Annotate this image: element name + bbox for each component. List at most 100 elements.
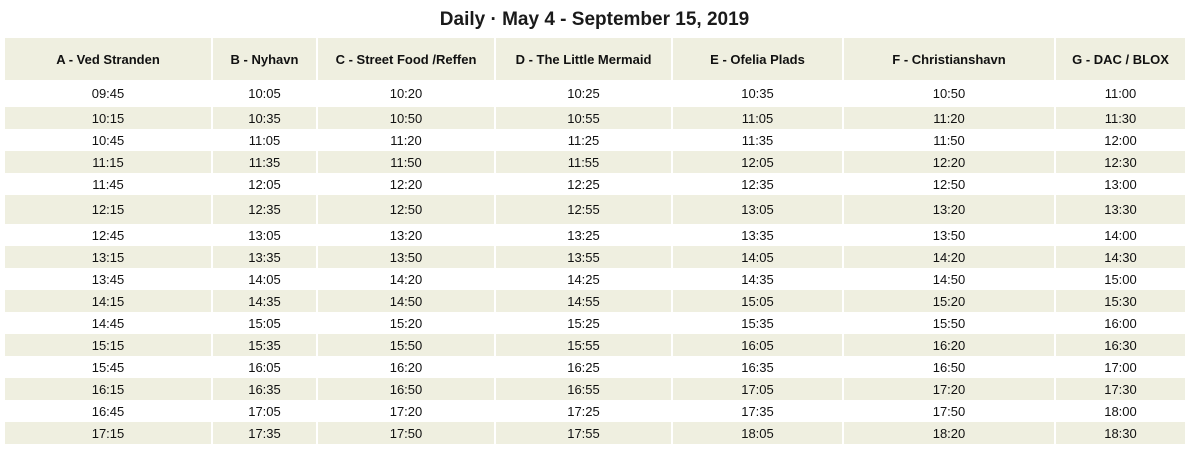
departure-time-stop-d: 11:55 <box>495 151 673 173</box>
departure-time-stop-b: 12:05 <box>212 173 318 195</box>
departure-time-stop-e: 14:35 <box>672 268 844 290</box>
departure-time-stop-g: 11:30 <box>1055 107 1185 129</box>
departure-time-stop-f: 15:20 <box>843 290 1056 312</box>
departure-time-stop-b: 16:35 <box>212 378 318 400</box>
table-row: 14:15 14:35 14:50 14:55 15:05 15:20 15:30 <box>5 290 1185 312</box>
departure-time-stop-e: 17:35 <box>672 400 844 422</box>
departure-time-stop-b: 10:35 <box>212 107 318 129</box>
departure-time-stop-f: 10:50 <box>843 80 1056 107</box>
departure-time-stop-f: 11:50 <box>843 129 1056 151</box>
departure-time-stop-f: 13:50 <box>843 224 1056 246</box>
departure-time-stop-e: 13:35 <box>672 224 844 246</box>
departure-time-stop-a: 12:45 <box>5 224 213 246</box>
table-row: 15:15 15:35 15:50 15:55 16:05 16:20 16:30 <box>5 334 1185 356</box>
departure-time-stop-f: 18:20 <box>843 422 1056 444</box>
table-row: 10:15 10:35 10:50 10:55 11:05 11:20 11:30 <box>5 107 1185 129</box>
departure-time-stop-g: 14:30 <box>1055 246 1185 268</box>
departure-time-stop-c: 10:50 <box>317 107 496 129</box>
departure-time-stop-b: 13:05 <box>212 224 318 246</box>
departure-time-stop-g: 17:00 <box>1055 356 1185 378</box>
departure-time-stop-d: 14:25 <box>495 268 673 290</box>
column-header-stop-c: C - Street Food /Reffen <box>317 38 496 80</box>
table-row: 14:45 15:05 15:20 15:25 15:35 15:50 16:00 <box>5 312 1185 334</box>
departure-time-stop-f: 17:20 <box>843 378 1056 400</box>
table-row: 11:45 12:05 12:20 12:25 12:35 12:50 13:00 <box>5 173 1185 195</box>
departure-time-stop-g: 15:00 <box>1055 268 1185 290</box>
departure-time-stop-f: 17:50 <box>843 400 1056 422</box>
column-header-stop-f: F - Christianshavn <box>843 38 1056 80</box>
column-header-stop-b: B - Nyhavn <box>212 38 318 80</box>
departure-time-stop-g: 18:00 <box>1055 400 1185 422</box>
departure-time-stop-c: 13:20 <box>317 224 496 246</box>
departure-time-stop-e: 10:35 <box>672 80 844 107</box>
departure-time-stop-c: 15:50 <box>317 334 496 356</box>
departure-time-stop-d: 10:55 <box>495 107 673 129</box>
departure-time-stop-g: 11:00 <box>1055 80 1185 107</box>
departure-time-stop-f: 14:20 <box>843 246 1056 268</box>
departure-time-stop-b: 14:05 <box>212 268 318 290</box>
column-header-stop-a: A - Ved Stranden <box>5 38 213 80</box>
departure-time-stop-d: 10:25 <box>495 80 673 107</box>
departure-time-stop-b: 10:05 <box>212 80 318 107</box>
departure-time-stop-e: 12:35 <box>672 173 844 195</box>
departure-time-stop-c: 12:20 <box>317 173 496 195</box>
departure-time-stop-f: 16:50 <box>843 356 1056 378</box>
timetable: A - Ved Stranden B - Nyhavn C - Street F… <box>5 38 1185 444</box>
departure-time-stop-d: 13:55 <box>495 246 673 268</box>
column-header-stop-d: D - The Little Mermaid <box>495 38 673 80</box>
departure-time-stop-a: 12:15 <box>5 195 213 224</box>
departure-time-stop-e: 11:35 <box>672 129 844 151</box>
departure-time-stop-a: 09:45 <box>5 80 213 107</box>
departure-time-stop-a: 10:15 <box>5 107 213 129</box>
departure-time-stop-c: 11:50 <box>317 151 496 173</box>
departure-time-stop-c: 14:20 <box>317 268 496 290</box>
departure-time-stop-c: 17:50 <box>317 422 496 444</box>
table-row: 15:45 16:05 16:20 16:25 16:35 16:50 17:00 <box>5 356 1185 378</box>
departure-time-stop-g: 16:30 <box>1055 334 1185 356</box>
departure-time-stop-d: 11:25 <box>495 129 673 151</box>
departure-time-stop-a: 15:45 <box>5 356 213 378</box>
departure-time-stop-d: 12:25 <box>495 173 673 195</box>
table-row: 13:45 14:05 14:20 14:25 14:35 14:50 15:00 <box>5 268 1185 290</box>
departure-time-stop-c: 15:20 <box>317 312 496 334</box>
table-row: 16:45 17:05 17:20 17:25 17:35 17:50 18:00 <box>5 400 1185 422</box>
departure-time-stop-b: 16:05 <box>212 356 318 378</box>
table-row: 17:15 17:35 17:50 17:55 18:05 18:20 18:30 <box>5 422 1185 444</box>
departure-time-stop-g: 18:30 <box>1055 422 1185 444</box>
departure-time-stop-d: 17:25 <box>495 400 673 422</box>
departure-time-stop-a: 15:15 <box>5 334 213 356</box>
departure-time-stop-a: 10:45 <box>5 129 213 151</box>
departure-time-stop-a: 17:15 <box>5 422 213 444</box>
timetable-body: 09:45 10:05 10:20 10:25 10:35 10:50 11:00 10:15… <box>5 80 1185 444</box>
departure-time-stop-c: 11:20 <box>317 129 496 151</box>
departure-time-stop-d: 15:55 <box>495 334 673 356</box>
departure-time-stop-f: 15:50 <box>843 312 1056 334</box>
departure-time-stop-a: 11:45 <box>5 173 213 195</box>
departure-time-stop-e: 16:35 <box>672 356 844 378</box>
departure-time-stop-c: 13:50 <box>317 246 496 268</box>
departure-time-stop-f: 11:20 <box>843 107 1056 129</box>
departure-time-stop-a: 16:15 <box>5 378 213 400</box>
timetable-header: A - Ved Stranden B - Nyhavn C - Street F… <box>5 38 1185 80</box>
departure-time-stop-f: 14:50 <box>843 268 1056 290</box>
departure-time-stop-f: 12:20 <box>843 151 1056 173</box>
departure-time-stop-b: 15:35 <box>212 334 318 356</box>
departure-time-stop-c: 14:50 <box>317 290 496 312</box>
departure-time-stop-g: 13:30 <box>1055 195 1185 224</box>
departure-time-stop-c: 16:50 <box>317 378 496 400</box>
departure-time-stop-f: 12:50 <box>843 173 1056 195</box>
departure-time-stop-b: 11:05 <box>212 129 318 151</box>
departure-time-stop-g: 13:00 <box>1055 173 1185 195</box>
departure-time-stop-a: 14:15 <box>5 290 213 312</box>
header-row: A - Ved Stranden B - Nyhavn C - Street F… <box>5 38 1185 80</box>
departure-time-stop-a: 16:45 <box>5 400 213 422</box>
column-header-stop-e: E - Ofelia Plads <box>672 38 844 80</box>
departure-time-stop-b: 14:35 <box>212 290 318 312</box>
departure-time-stop-e: 14:05 <box>672 246 844 268</box>
departure-time-stop-g: 17:30 <box>1055 378 1185 400</box>
departure-time-stop-e: 17:05 <box>672 378 844 400</box>
departure-time-stop-d: 12:55 <box>495 195 673 224</box>
table-row: 12:45 13:05 13:20 13:25 13:35 13:50 14:00 <box>5 224 1185 246</box>
departure-time-stop-d: 16:25 <box>495 356 673 378</box>
departure-time-stop-d: 17:55 <box>495 422 673 444</box>
